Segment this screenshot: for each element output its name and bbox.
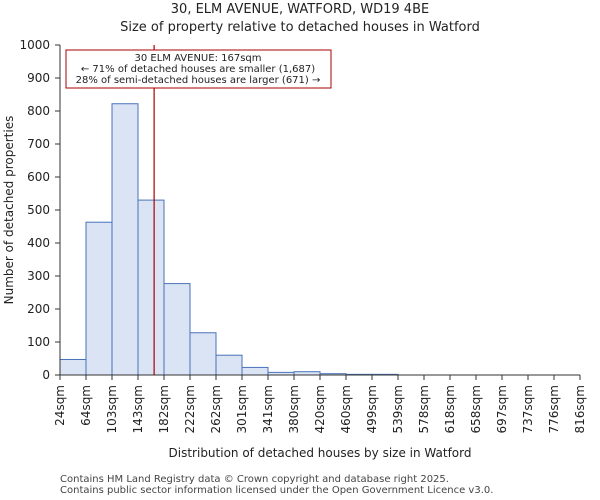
y-tick-label-700: 700 — [27, 137, 50, 151]
x-tick-label-103sqm: 103sqm — [105, 385, 119, 433]
x-tick-label-64sqm: 64sqm — [79, 385, 93, 426]
x-tick-label-143sqm: 143sqm — [131, 385, 145, 433]
axes-group: 0 100 200 300 400 500 600 700 800 900 1000 24sqm 64s… — [19, 38, 587, 433]
y-tick-label-600: 600 — [27, 170, 50, 184]
x-tick-label-539sqm: 539sqm — [391, 385, 405, 433]
x-tick-label-737sqm: 737sqm — [521, 385, 535, 433]
footer-copyright: Contains HM Land Registry data © Crown c… — [60, 474, 449, 485]
x-tick-label-658sqm: 658sqm — [469, 385, 483, 433]
chart-title-subtitle: Size of property relative to detached ho… — [120, 20, 480, 35]
y-tick-label-900: 900 — [27, 71, 50, 85]
x-tick-label-816sqm: 816sqm — [573, 385, 587, 433]
x-tick-label-420sqm: 420sqm — [313, 385, 327, 433]
x-tick-label-618sqm: 618sqm — [443, 385, 457, 433]
bar-222sqm — [189, 332, 217, 376]
y-tick-label-0: 0 — [42, 368, 50, 382]
x-tick-label-697sqm: 697sqm — [495, 385, 509, 433]
bar-24sqm — [59, 358, 87, 376]
x-tick-label-499sqm: 499sqm — [365, 385, 379, 433]
x-tick-label-24sqm: 24sqm — [53, 385, 67, 426]
y-tick-label-1000: 1000 — [19, 38, 50, 52]
annotation-line-2: ← 71% of detached houses are smaller (1,… — [81, 64, 315, 75]
annotation-group: 30 ELM AVENUE: 167sqm ← 71% of detached … — [65, 49, 332, 89]
x-tick-label-301sqm: 301sqm — [235, 385, 249, 433]
y-tick-label-500: 500 — [27, 203, 50, 217]
annotation-line-1: 30 ELM AVENUE: 167sqm — [134, 53, 261, 64]
y-tick-label-400: 400 — [27, 236, 50, 250]
x-tick-label-222sqm: 222sqm — [183, 385, 197, 433]
x-tick-label-341sqm: 341sqm — [261, 385, 275, 433]
bar-64sqm — [85, 221, 113, 376]
bar-182sqm — [163, 283, 191, 376]
x-tick-label-460sqm: 460sqm — [339, 385, 353, 433]
chart-title-address: 30, ELM AVENUE, WATFORD, WD19 4BE — [170, 2, 430, 17]
bar-143sqm — [137, 199, 165, 376]
bar-262sqm — [215, 354, 243, 376]
x-tick-label-578sqm: 578sqm — [417, 385, 431, 433]
bars-group — [59, 103, 399, 376]
footer-licence: Contains public sector information licen… — [60, 485, 494, 496]
y-tick-label-200: 200 — [27, 302, 50, 316]
y-tick-label-100: 100 — [27, 335, 50, 349]
annotation-box — [65, 49, 332, 89]
x-tick-label-182sqm: 182sqm — [157, 385, 171, 433]
bar-103sqm — [111, 103, 139, 376]
x-axis-label: Distribution of detached houses by size … — [169, 446, 472, 460]
bar-301sqm — [241, 366, 269, 376]
y-tick-label-300: 300 — [27, 269, 50, 283]
y-tick-label-800: 800 — [27, 104, 50, 118]
x-tick-label-776sqm: 776sqm — [547, 385, 561, 433]
y-axis-label: Number of detached properties — [2, 116, 16, 305]
annotation-line-3: 28% of semi-detached houses are larger (… — [76, 75, 321, 86]
x-tick-label-380sqm: 380sqm — [287, 385, 301, 433]
x-tick-label-262sqm: 262sqm — [209, 385, 223, 433]
